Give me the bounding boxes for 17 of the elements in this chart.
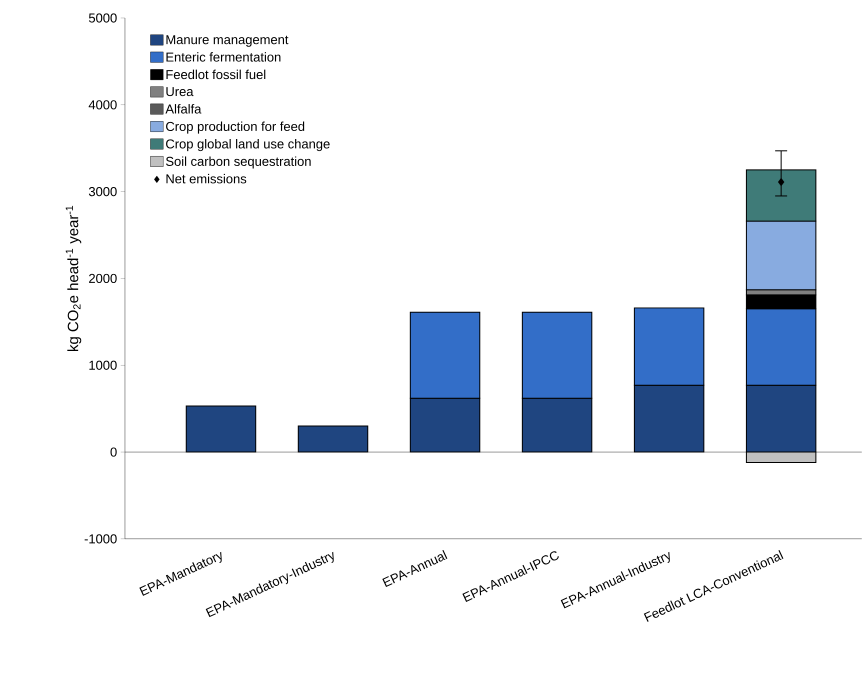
- y-tick-label: 2000: [89, 274, 117, 284]
- legend-label: Feedlot fossil fuel: [166, 70, 266, 80]
- legend-label: Manure management: [166, 35, 288, 47]
- legend-label: Enteric fermentation: [166, 52, 280, 62]
- y-tick-label: 3000: [88, 187, 117, 196]
- legend-label: Urea: [166, 87, 194, 96]
- y-tick-label: 5000: [88, 13, 117, 23]
- legend-label: Crop production for feed: [166, 122, 304, 134]
- legend-label: Soil carbon sequestration: [166, 156, 311, 169]
- y-tick-label: 0: [110, 448, 117, 457]
- y-tick-label: 1000: [89, 360, 117, 370]
- legend-label: Crop global land use change: [166, 139, 330, 152]
- y-tick-label: -1000: [84, 534, 117, 544]
- y-axis-title: kg CO$_{2}$e head$^{-1}$ year$^{-1}$: [66, 206, 82, 352]
- legend-label: Alfalfa: [165, 104, 202, 114]
- legend-label: Net emissions: [166, 174, 246, 184]
- y-tick-label: 4000: [88, 100, 117, 110]
